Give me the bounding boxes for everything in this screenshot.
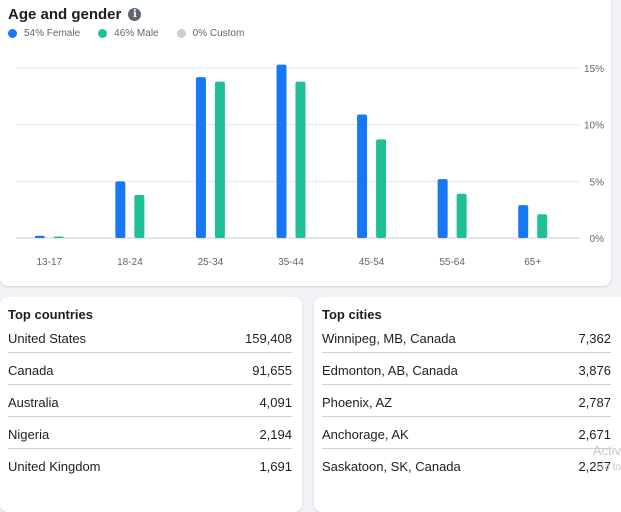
country-value: 91,655	[252, 362, 292, 378]
city-name: Anchorage, AK	[322, 426, 409, 442]
x-tick-label: 65+	[524, 257, 541, 268]
bar-male	[456, 193, 467, 238]
list-item: Nigeria 2,194	[8, 417, 292, 449]
cities-list: Winnipeg, MB, Canada 7,362 Edmonton, AB,…	[322, 321, 611, 481]
card-title: Age and gender	[8, 6, 122, 23]
top-countries-card: Top countries United States 159,408 Cana…	[0, 297, 302, 512]
x-tick-label: 35-44	[278, 257, 304, 268]
age-gender-card: Age and gender i 54% Female 46% Male 0% …	[0, 0, 611, 286]
legend-item-custom: 0% Custom	[176, 28, 245, 39]
legend-label: 46% Male	[114, 28, 159, 39]
country-name: United Kingdom	[8, 459, 101, 474]
y-tick-label: 10%	[584, 121, 604, 132]
city-name: Winnipeg, MB, Canada	[322, 330, 456, 346]
legend-item-female: 54% Female	[8, 28, 80, 39]
activation-watermark: Activ	[592, 443, 621, 458]
y-tick-label: 5%	[590, 177, 605, 188]
bar-female	[115, 181, 126, 238]
city-name: Phoenix, AZ	[322, 394, 393, 410]
bar-female	[518, 205, 529, 238]
country-name: Canada	[8, 362, 54, 378]
bar-female	[34, 235, 45, 238]
city-value: 2,671	[578, 426, 611, 442]
country-value: 1,691	[259, 459, 292, 474]
bar-female	[357, 114, 368, 238]
bar-male	[295, 81, 306, 238]
list-item: Edmonton, AB, Canada 3,876	[322, 353, 611, 385]
list-item: Anchorage, AK 2,671	[322, 417, 611, 449]
city-value: 2,257	[578, 459, 611, 474]
legend-dot-icon	[176, 29, 186, 38]
legend-dot-icon	[8, 29, 17, 38]
legend-label: 54% Female	[24, 28, 81, 39]
legend-dot-icon	[98, 29, 108, 38]
bar-male	[537, 214, 548, 238]
city-name: Saskatoon, SK, Canada	[322, 459, 461, 474]
list-item: Saskatoon, SK, Canada 2,257	[322, 449, 611, 481]
bar-female	[195, 77, 206, 238]
info-icon[interactable]: i	[128, 8, 142, 21]
country-name: Nigeria	[8, 426, 50, 442]
bar-male	[53, 236, 64, 238]
list-item: United Kingdom 1,691	[8, 449, 292, 481]
top-cities-card: Top cities Winnipeg, MB, Canada 7,362 Ed…	[314, 297, 621, 512]
x-tick-label: 55-64	[439, 257, 465, 268]
legend-item-male: 46% Male	[98, 28, 159, 39]
country-name: Australia	[8, 394, 59, 410]
bar-male	[214, 81, 225, 238]
card-title: Top cities	[322, 307, 382, 322]
list-item: United States 159,408	[8, 321, 292, 353]
card-title: Top countries	[8, 307, 93, 322]
age-gender-chart: 0% 5% 10% 15% 13-17 18-24 25-34 35-44 45-54 55-64…	[16, 64, 605, 268]
list-item: Phoenix, AZ 2,787	[322, 385, 611, 417]
country-value: 4,091	[259, 394, 292, 410]
country-name: United States	[8, 330, 87, 346]
bar-female	[276, 64, 287, 238]
country-value: 2,194	[259, 426, 292, 442]
city-name: Edmonton, AB, Canada	[322, 362, 458, 378]
bar-female	[437, 179, 448, 238]
chart-legend: 54% Female 46% Male 0% Custom	[8, 28, 262, 39]
bar-male	[376, 139, 387, 238]
list-item: Australia 4,091	[8, 385, 292, 417]
country-value: 159,408	[245, 330, 292, 346]
y-tick-label: 15%	[584, 64, 604, 75]
list-item: Winnipeg, MB, Canada 7,362	[322, 321, 611, 353]
y-tick-label: 0%	[590, 234, 605, 245]
legend-label: 0% Custom	[192, 28, 245, 39]
countries-list: United States 159,408 Canada 91,655 Aust…	[8, 321, 292, 481]
age-gender-header: Age and gender i	[8, 6, 142, 23]
x-tick-label: 18-24	[117, 257, 143, 268]
bar-male	[134, 194, 145, 238]
list-item: Canada 91,655	[8, 353, 292, 385]
city-value: 3,876	[578, 362, 611, 378]
activation-watermark-subtext: Go to	[596, 462, 621, 473]
city-value: 2,787	[578, 394, 611, 410]
x-tick-label: 13-17	[36, 257, 62, 268]
x-tick-label: 45-54	[359, 257, 385, 268]
x-tick-label: 25-34	[198, 257, 224, 268]
city-value: 7,362	[578, 330, 611, 346]
